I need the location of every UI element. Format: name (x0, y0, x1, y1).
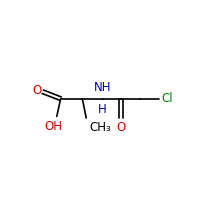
Text: CH₃: CH₃ (89, 121, 111, 134)
Text: H: H (98, 103, 107, 116)
Text: Cl: Cl (161, 92, 173, 105)
Text: NH: NH (94, 81, 111, 94)
Text: O: O (116, 121, 126, 134)
Text: O: O (32, 84, 41, 97)
Text: OH: OH (45, 120, 63, 133)
